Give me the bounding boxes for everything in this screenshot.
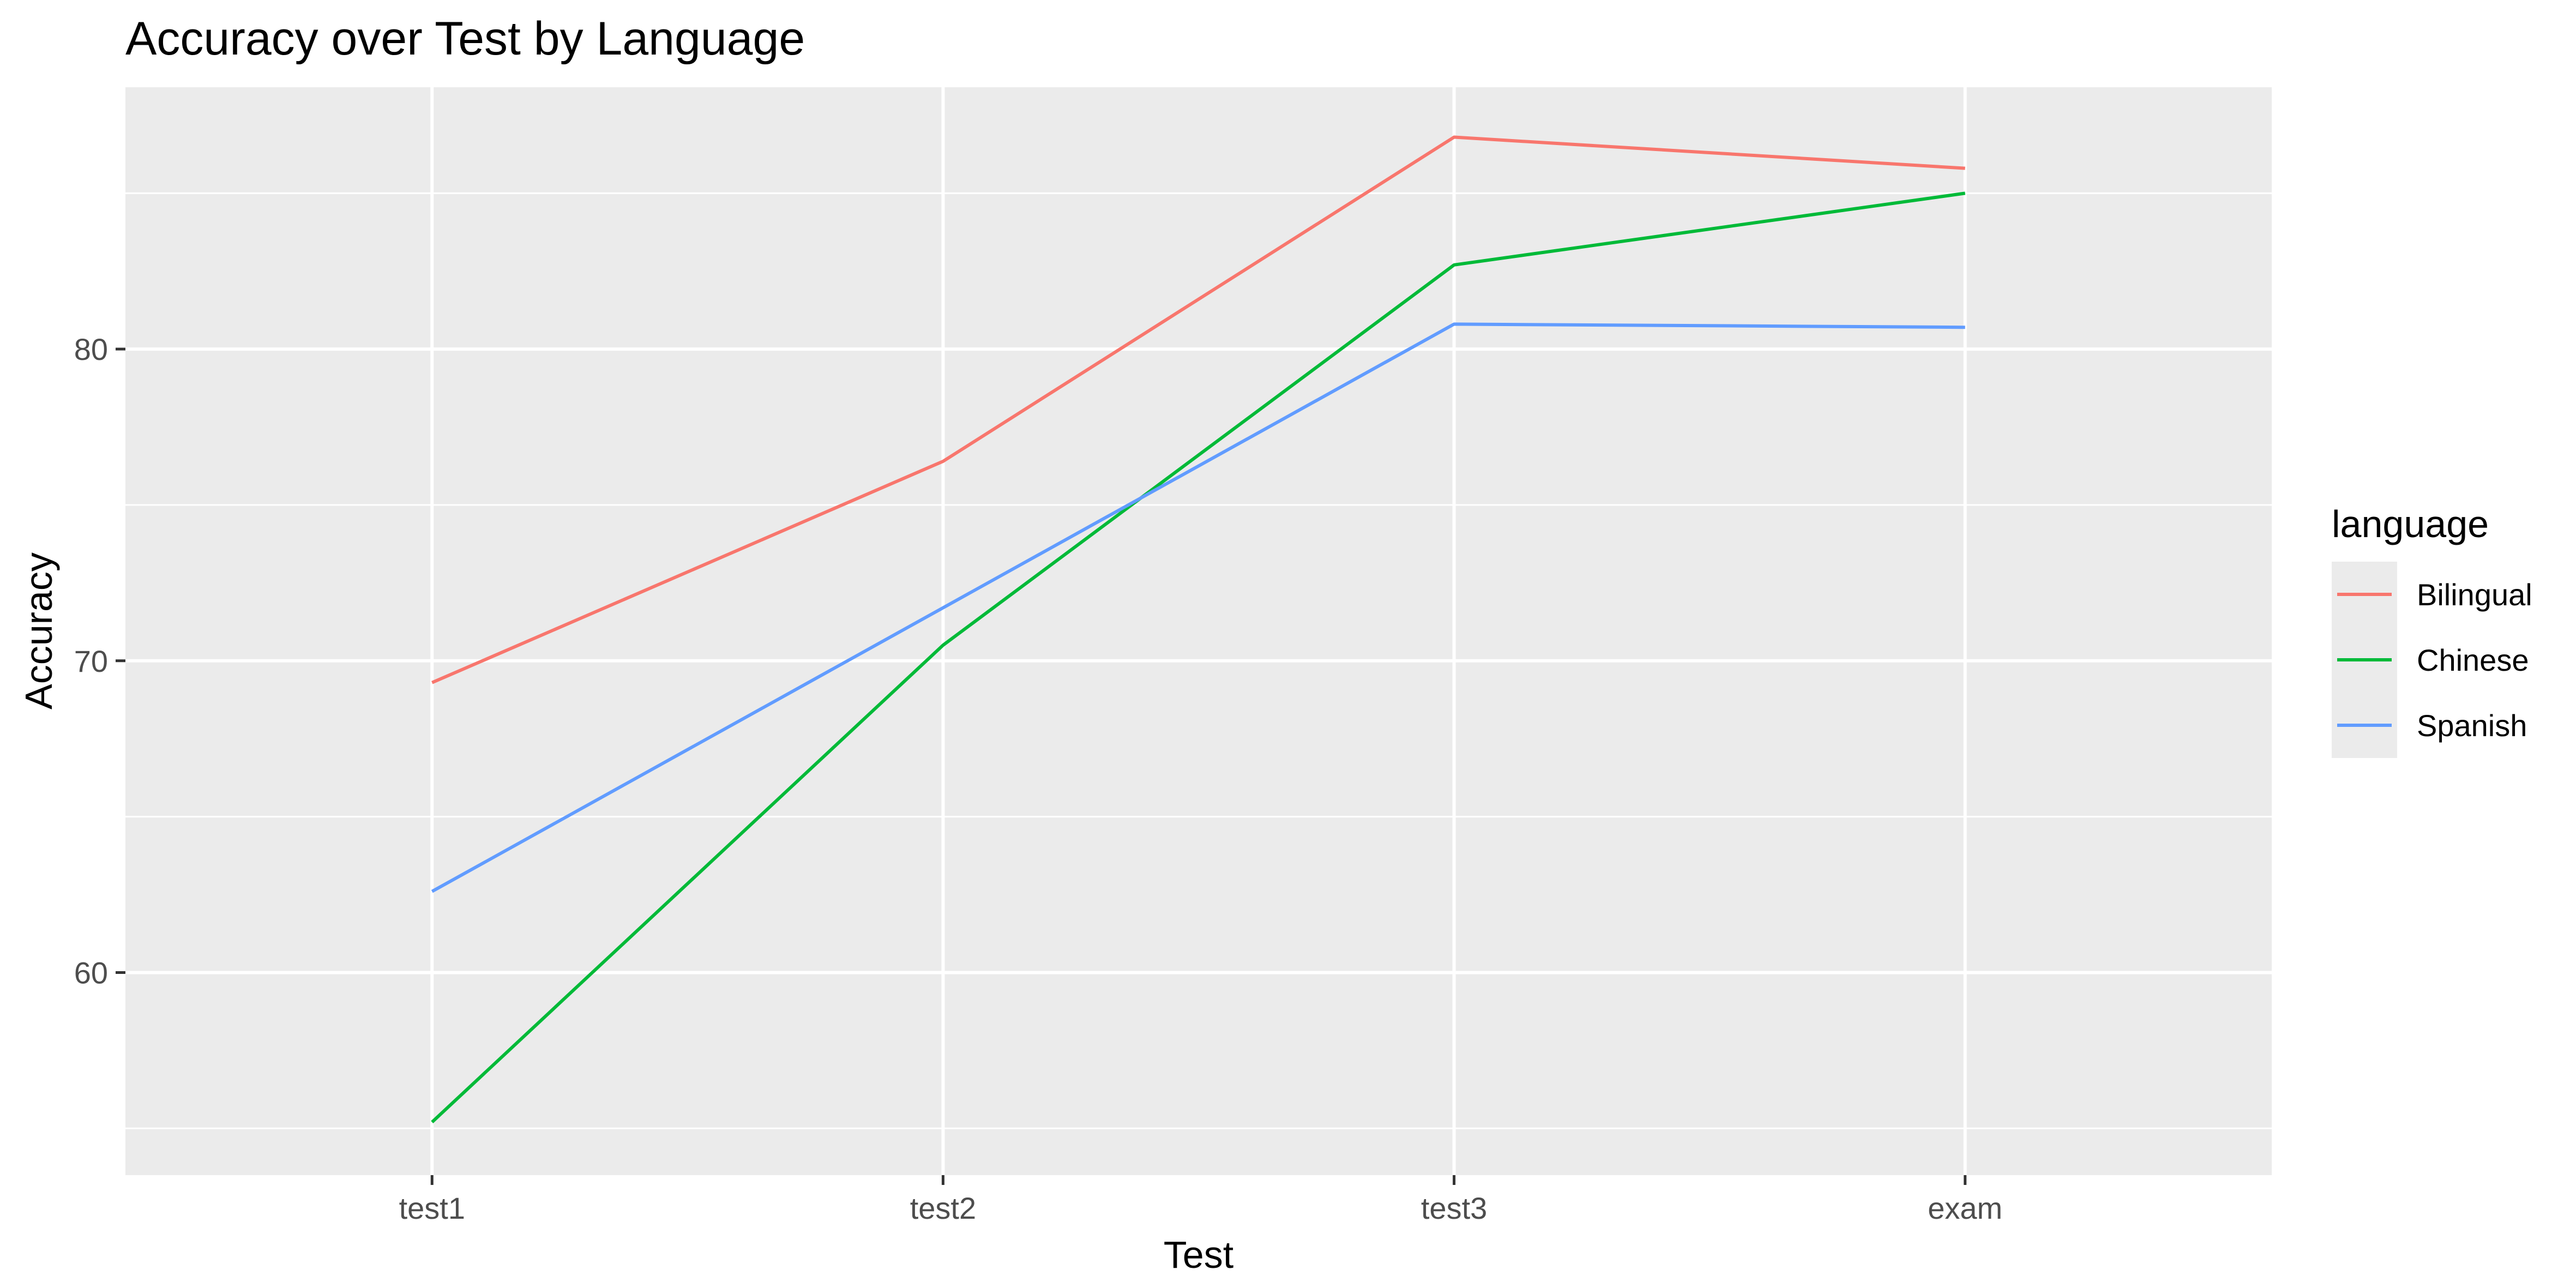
x-axis-title: Test	[1164, 1233, 1233, 1276]
plot-panel	[125, 87, 2272, 1175]
series-line-spanish	[431, 322, 1965, 893]
y-tick-label: 70	[74, 644, 108, 678]
y-tick-label: 60	[74, 955, 108, 990]
x-tick-label: exam	[1928, 1191, 2002, 1225]
y-axis-title: Accuracy	[17, 552, 60, 709]
y-tick-label: 80	[74, 332, 108, 366]
x-tick-label: test1	[399, 1191, 465, 1225]
legend-label-bilingual: Bilingual	[2417, 577, 2532, 612]
chart-title: Accuracy over Test by Language	[125, 13, 805, 65]
legend-title: language	[2332, 503, 2489, 545]
series-line-bilingual	[431, 135, 1965, 684]
x-tick-labels: test1 test2 test3 exam	[399, 1191, 2003, 1225]
legend-label-spanish: Spanish	[2417, 708, 2527, 743]
y-tick-labels: 60 70 80	[74, 332, 108, 990]
x-tick-label: test2	[910, 1191, 976, 1225]
axis-ticks	[116, 347, 1967, 1185]
legend: language Bilingual Chinese Spanish	[2332, 503, 2532, 758]
series-line-chinese	[431, 191, 1966, 1123]
grid-minor	[125, 192, 2272, 1129]
x-tick-label: test3	[1421, 1191, 1487, 1225]
legend-label-chinese: Chinese	[2417, 643, 2529, 677]
series-lines	[431, 135, 1966, 1123]
